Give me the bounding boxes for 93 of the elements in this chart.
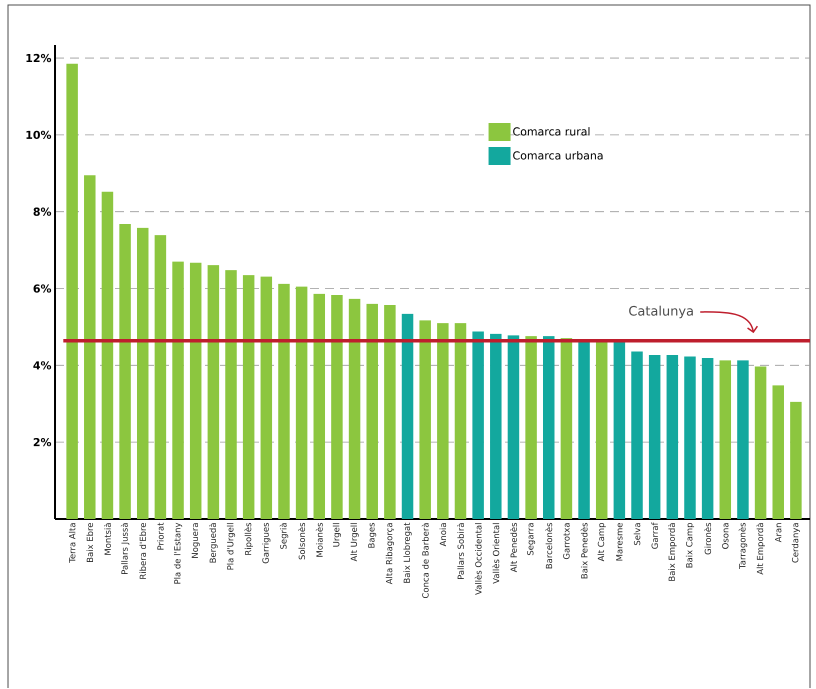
x-tick-label: Garraf bbox=[651, 522, 658, 549]
x-tick-label: Baix Camp bbox=[686, 522, 694, 568]
bar bbox=[720, 360, 732, 519]
y-tick-label: 10% bbox=[26, 130, 52, 140]
bar bbox=[737, 360, 749, 519]
x-tick-label: Terra Alta bbox=[68, 523, 76, 563]
x-tick-label: Urgell bbox=[332, 523, 342, 547]
bar bbox=[772, 385, 784, 519]
bar bbox=[314, 294, 326, 519]
bar bbox=[225, 270, 237, 519]
bar bbox=[631, 352, 643, 519]
bar bbox=[578, 342, 590, 519]
bar bbox=[666, 354, 678, 519]
x-tick-label: Pla d'Urgell bbox=[226, 523, 236, 570]
bar bbox=[454, 323, 466, 519]
x-tick-label: Aran bbox=[775, 523, 782, 542]
y-tick-label: 4% bbox=[33, 361, 52, 370]
x-tick-label: Cerdanya bbox=[792, 523, 800, 563]
x-tick-label: Berguedà bbox=[209, 523, 218, 563]
bar bbox=[560, 338, 572, 519]
bar bbox=[437, 323, 449, 519]
x-tick-label: Baix Penedès bbox=[580, 522, 588, 578]
x-tick-label: Alt Empordà bbox=[756, 523, 765, 575]
legend-label: Comarca urbana bbox=[513, 151, 603, 160]
bar bbox=[190, 262, 202, 519]
bar bbox=[348, 298, 360, 519]
x-tick-label: Ribera d'Ebre bbox=[139, 522, 146, 579]
bar bbox=[419, 320, 431, 519]
x-tick-label: Pla de l'Estany bbox=[174, 522, 182, 584]
x-tick-label: Pallars Sobirà bbox=[457, 523, 464, 580]
bar bbox=[366, 304, 378, 519]
x-tick-label: Baix Llobregat bbox=[403, 522, 412, 583]
bar bbox=[702, 358, 714, 519]
x-tick-label: Maresme bbox=[616, 522, 623, 561]
bar bbox=[684, 356, 696, 519]
bar bbox=[402, 314, 414, 519]
x-tick-label: Solsonès bbox=[298, 522, 306, 560]
bar bbox=[525, 336, 537, 519]
x-tick-label: Selva bbox=[634, 523, 640, 546]
x-tick-label: Conca de Barberà bbox=[422, 523, 429, 598]
bar bbox=[331, 295, 343, 519]
bar bbox=[172, 262, 184, 519]
x-tick-label: Vallès Occidental bbox=[474, 523, 482, 595]
bar bbox=[136, 228, 148, 519]
bar bbox=[384, 305, 396, 519]
x-tick-label: Montsià bbox=[104, 523, 111, 555]
x-tick-label: Baix Ebre bbox=[86, 522, 94, 562]
x-tick-label: Vallès Oriental bbox=[492, 523, 500, 584]
bar bbox=[208, 265, 220, 519]
x-tick-label: Ripollès bbox=[244, 522, 253, 555]
bar bbox=[66, 64, 78, 519]
x-tick-label: Tarragonès bbox=[738, 522, 748, 570]
x-tick-label: Alt Penedès bbox=[510, 522, 517, 572]
x-tick-label: Garrigues bbox=[262, 522, 270, 564]
bar bbox=[242, 275, 254, 519]
x-tick-label: Priorat bbox=[157, 522, 164, 550]
bar bbox=[508, 335, 520, 519]
x-tick-label: Alta Ribagorça bbox=[386, 523, 394, 584]
legend-label: Comarca rural bbox=[513, 127, 590, 136]
bar bbox=[296, 286, 308, 519]
x-tick-label: Pallars Jussà bbox=[120, 523, 130, 574]
x-tick-label: Segarra bbox=[527, 523, 536, 556]
bar bbox=[84, 175, 96, 519]
x-tick-label: Alt Urgell bbox=[350, 523, 359, 562]
y-tick-label: 8% bbox=[34, 208, 52, 216]
bar bbox=[790, 402, 802, 519]
y-tick-label: 2% bbox=[34, 438, 52, 446]
x-tick-label: Noguera bbox=[192, 523, 200, 558]
x-tick-label: Bages bbox=[368, 522, 376, 548]
bar bbox=[278, 284, 290, 519]
x-tick-label: Garrotxa bbox=[563, 523, 570, 560]
bar bbox=[490, 334, 502, 519]
bar bbox=[102, 192, 114, 519]
bar bbox=[614, 342, 626, 519]
x-tick-label: Baix Empordà bbox=[668, 523, 677, 581]
bar bbox=[119, 224, 131, 519]
x-tick-label: Moianès bbox=[316, 522, 323, 557]
y-tick-label: 6% bbox=[34, 284, 52, 293]
bar bbox=[472, 332, 484, 519]
bar bbox=[543, 336, 555, 519]
bar bbox=[154, 235, 166, 519]
x-tick-label: Osona bbox=[722, 523, 728, 549]
bar bbox=[754, 366, 766, 519]
x-tick-label: Alt Camp bbox=[598, 522, 606, 562]
bar bbox=[648, 354, 660, 519]
bar bbox=[260, 276, 272, 519]
bar bbox=[596, 342, 608, 519]
x-tick-label: Gironès bbox=[704, 522, 712, 554]
ref-line-label: Catalunya bbox=[629, 306, 693, 318]
x-tick-label: Barcelonès bbox=[545, 522, 552, 568]
x-tick-label: Segrià bbox=[280, 523, 288, 549]
x-tick-label: Anoia bbox=[440, 523, 446, 546]
y-tick-label: 12% bbox=[26, 54, 52, 62]
